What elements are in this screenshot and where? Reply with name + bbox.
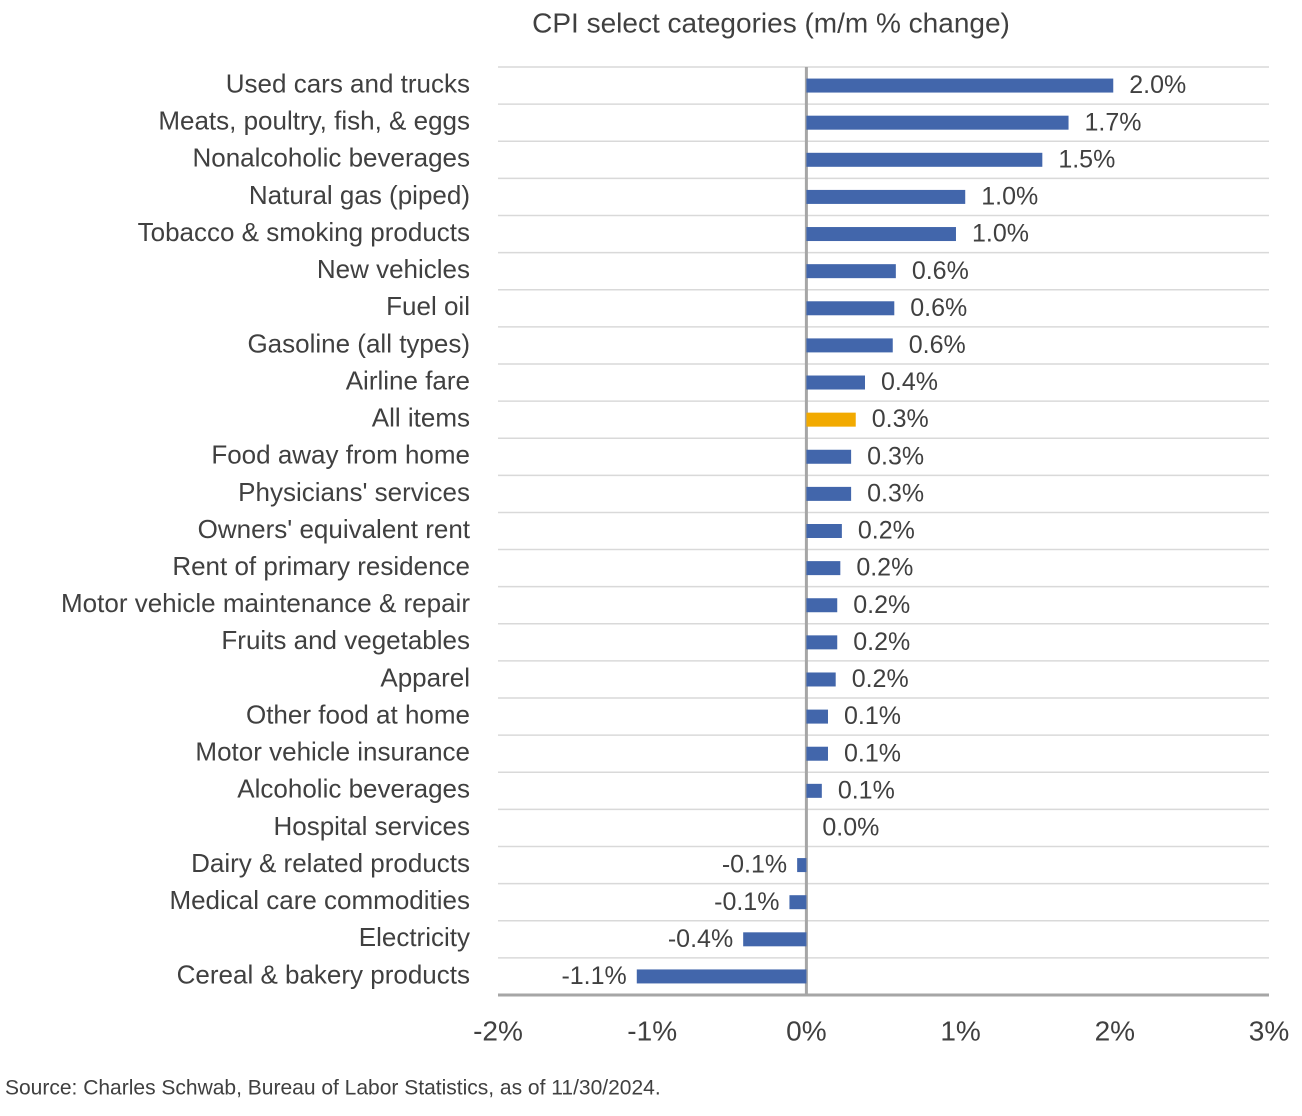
bar <box>806 115 1069 130</box>
bar <box>806 152 1043 167</box>
bar <box>806 301 895 316</box>
data-label: 0.2% <box>853 591 910 619</box>
y-tick-label: Alcoholic beverages <box>237 774 470 804</box>
y-tick-label: Dairy & related products <box>191 848 470 878</box>
bar <box>806 189 966 204</box>
x-tick-label: 3% <box>1249 1015 1289 1046</box>
data-label: -0.1% <box>722 851 787 879</box>
y-tick-label: Physicians' services <box>238 477 470 507</box>
data-label: 1.7% <box>1085 108 1142 136</box>
x-tick-label: -2% <box>473 1015 523 1046</box>
bar <box>806 598 838 613</box>
data-label: 0.1% <box>844 739 901 767</box>
bar <box>806 709 828 724</box>
bar <box>806 449 852 464</box>
bar <box>797 858 807 873</box>
data-label: 0.2% <box>853 628 910 656</box>
data-label: 1.0% <box>972 220 1029 248</box>
y-tick-label: Motor vehicle insurance <box>195 737 470 767</box>
data-label: 0.3% <box>867 442 924 470</box>
data-label: 0.0% <box>822 814 879 842</box>
bar <box>806 486 852 501</box>
bar <box>789 895 807 910</box>
bar <box>806 524 842 538</box>
data-label: 2.0% <box>1129 71 1186 99</box>
y-tick-label: Medical care commodities <box>169 885 470 915</box>
data-label: -1.1% <box>561 962 626 990</box>
data-label: 1.0% <box>981 183 1038 211</box>
bar <box>806 264 896 279</box>
y-tick-label: Rent of primary residence <box>172 551 470 581</box>
bar <box>806 375 865 390</box>
y-tick-label: Fruits and vegetables <box>221 625 470 655</box>
bar <box>806 783 822 798</box>
data-label: 0.2% <box>856 554 913 582</box>
bar <box>806 338 893 353</box>
data-label: 0.3% <box>867 479 924 507</box>
bar <box>806 412 856 427</box>
y-tick-label: All items <box>372 403 470 433</box>
data-label: 0.1% <box>838 776 895 804</box>
data-label: 1.5% <box>1058 145 1115 173</box>
y-tick-label: Cereal & bakery products <box>177 959 470 989</box>
bar <box>806 746 828 761</box>
bar <box>806 672 836 687</box>
data-label: 0.3% <box>872 405 929 433</box>
y-tick-label: Meats, poultry, fish, & eggs <box>158 106 470 136</box>
bar <box>806 227 956 242</box>
y-tick-label: Airline fare <box>346 365 470 395</box>
y-tick-label: Used cars and trucks <box>226 68 470 98</box>
data-label: 0.4% <box>881 368 938 396</box>
x-tick-label: -1% <box>627 1015 677 1046</box>
bar <box>806 78 1114 93</box>
data-label: 0.1% <box>844 702 901 730</box>
y-tick-label: Apparel <box>380 662 470 692</box>
data-label: 0.6% <box>910 294 967 322</box>
y-tick-label: Motor vehicle maintenance & repair <box>61 588 470 618</box>
chart-title: CPI select categories (m/m % change) <box>532 7 1010 38</box>
y-tick-label: Gasoline (all types) <box>247 328 470 358</box>
bar <box>806 561 841 576</box>
data-label: 0.2% <box>852 665 909 693</box>
y-tick-label: Fuel oil <box>386 291 470 321</box>
y-tick-label: Hospital services <box>273 811 470 841</box>
data-label: 0.6% <box>912 257 969 285</box>
y-tick-label: Tobacco & smoking products <box>138 217 470 247</box>
y-tick-label: Natural gas (piped) <box>249 180 470 210</box>
data-label: 0.6% <box>909 331 966 359</box>
data-label: -0.1% <box>714 888 779 916</box>
data-label: 0.2% <box>858 517 915 545</box>
y-tick-label: Food away from home <box>211 440 470 470</box>
source-note: Source: Charles Schwab, Bureau of Labor … <box>5 1077 661 1100</box>
bar <box>636 969 807 984</box>
bar <box>806 635 838 650</box>
x-tick-label: 1% <box>940 1015 980 1046</box>
y-tick-label: Other food at home <box>246 699 470 729</box>
y-tick-label: Owners' equivalent rent <box>198 514 471 544</box>
y-tick-label: Nonalcoholic beverages <box>192 143 470 173</box>
x-tick-label: 2% <box>1095 1015 1135 1046</box>
y-tick-label: New vehicles <box>317 254 470 284</box>
data-label: -0.4% <box>668 925 733 953</box>
x-tick-label: 0% <box>786 1015 826 1046</box>
bar <box>743 932 807 947</box>
y-tick-label: Electricity <box>359 922 470 952</box>
